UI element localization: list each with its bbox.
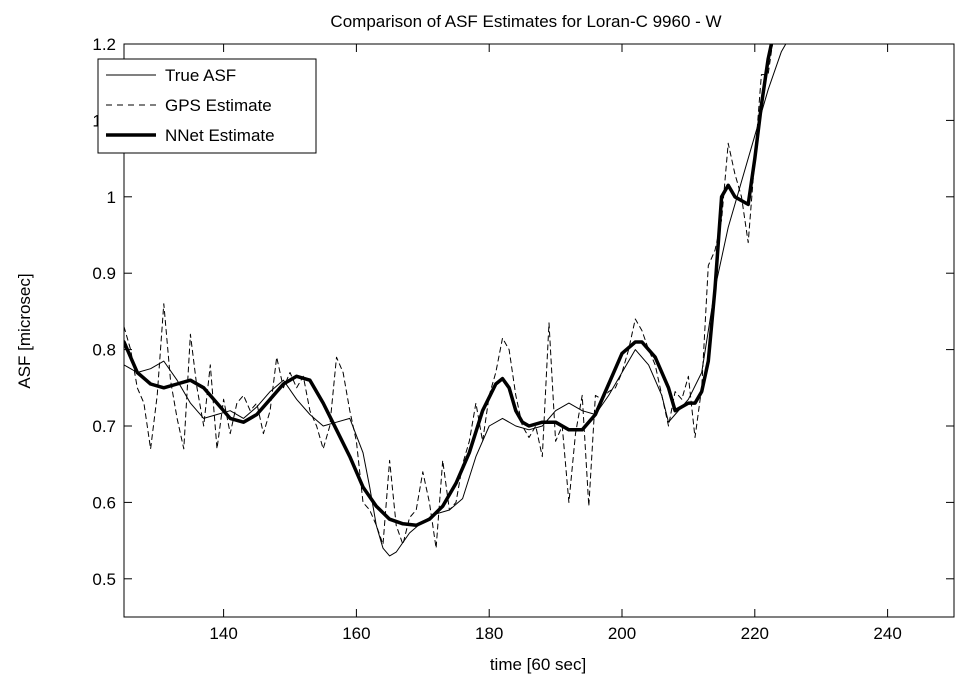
legend: True ASF GPS Estimate NNet Estimate [97,58,317,154]
legend-label-gps-estimate: GPS Estimate [165,96,272,115]
x-axis: 140 160 180 200 220 240 [209,44,902,643]
y-tick-label-1.2: 1.2 [92,35,116,54]
x-tick-label-160: 160 [342,624,370,643]
x-tick-label-200: 200 [608,624,636,643]
series-line-gps-estimate [124,44,774,549]
y-tick-label-0.5: 0.5 [92,570,116,589]
x-tick-label-140: 140 [209,624,237,643]
y-tick-label-0.9: 0.9 [92,264,116,283]
legend-label-true-asf: True ASF [165,66,236,85]
x-tick-label-180: 180 [475,624,503,643]
series-line-nnet-estimate [124,44,774,528]
x-tick-label-220: 220 [741,624,769,643]
y-tick-label-0.8: 0.8 [92,341,116,360]
chart-title: Comparison of ASF Estimates for Loran-C … [330,12,721,31]
y-axis-label: ASF [microsec] [15,273,34,388]
legend-label-nnet-estimate: NNet Estimate [165,126,275,145]
y-tick-label-0.6: 0.6 [92,493,116,512]
y-tick-label-1: 1 [107,188,116,207]
series-line-true-asf [124,44,787,557]
series-layer [124,44,787,557]
x-axis-label: time [60 sec] [490,655,586,674]
y-tick-label-0.7: 0.7 [92,417,116,436]
x-tick-label-240: 240 [873,624,901,643]
